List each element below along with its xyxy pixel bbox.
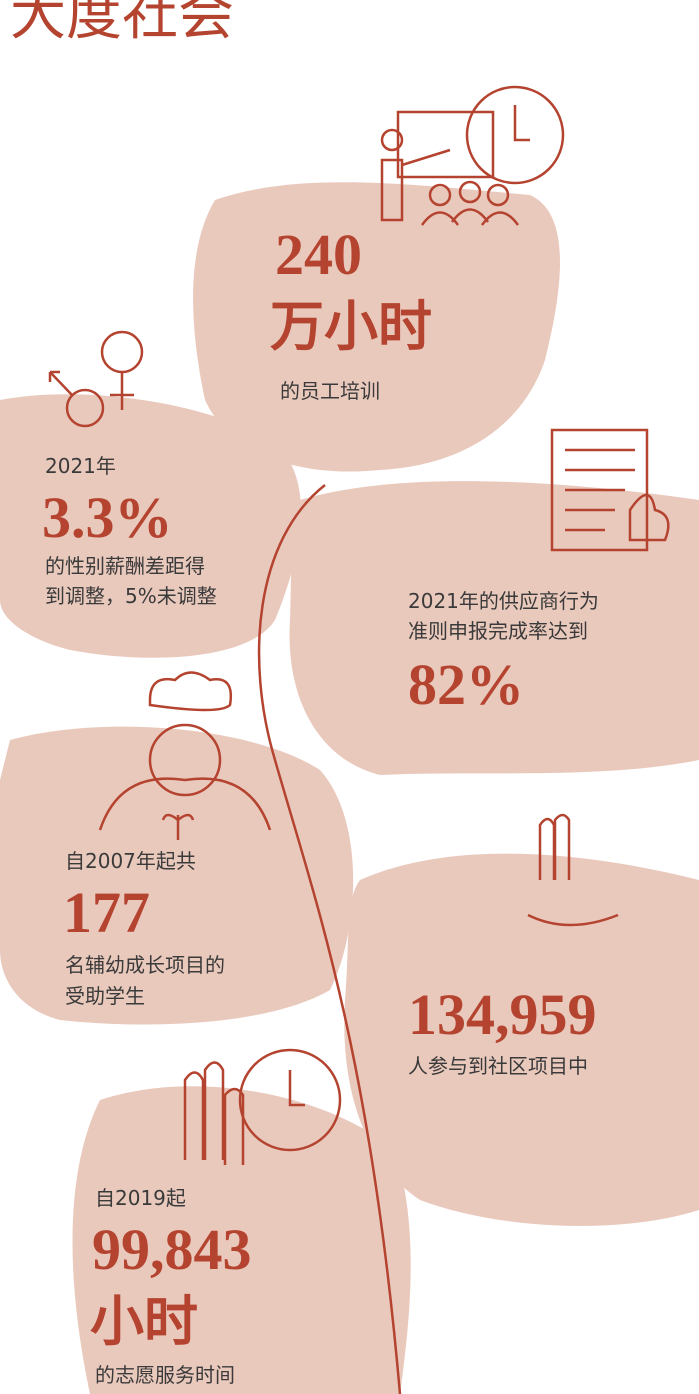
stat-text: 2021年的供应商行为 xyxy=(408,589,599,613)
title: 大度社会 xyxy=(10,0,234,48)
stat-number: 99,843 xyxy=(92,1217,252,1282)
stat-number: 134,959 xyxy=(408,982,597,1047)
stat-text: 自2007年起共 xyxy=(65,849,196,873)
stat-text: 受助学生 xyxy=(65,984,145,1008)
stat-text: 到调整，5%未调整 xyxy=(45,584,217,608)
stat-text: 的性别薪酬差距得 xyxy=(45,554,205,578)
stat-number: 177 xyxy=(63,880,150,945)
blobs xyxy=(0,182,699,1394)
stat-text: 人参与到社区项目中 xyxy=(408,1054,588,1078)
curve xyxy=(257,484,402,1394)
stat-number: 3.3% xyxy=(42,485,173,550)
stat-number: 240 xyxy=(275,222,362,287)
icons xyxy=(48,85,670,1165)
stat-unit: 小时 xyxy=(90,1290,198,1353)
stat-unit: 万小时 xyxy=(270,295,432,358)
stat-text: 的员工培训 xyxy=(280,379,380,403)
stat-text: 自2019起 xyxy=(95,1186,186,1210)
stat-text: 2021年 xyxy=(45,454,116,478)
stat-number: 82% xyxy=(408,652,524,717)
stat-text: 准则申报完成率达到 xyxy=(408,619,588,643)
stat-text: 名辅幼成长项目的 xyxy=(65,953,225,977)
stat-text: 的志愿服务时间 xyxy=(95,1363,235,1387)
